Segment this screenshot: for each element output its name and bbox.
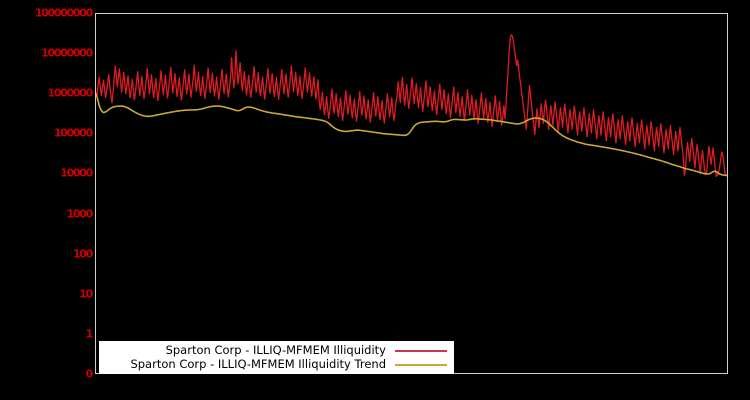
legend-entry-illiquidity[interactable]: Sparton Corp - ILLIQ-MFMEM Illiquidity [100, 344, 449, 358]
y-tick-label: 100000000 [34, 6, 93, 20]
legend-label-illiquidity-trend: Sparton Corp - ILLIQ-MFMEM Illiquidity T… [130, 357, 386, 371]
y-tick-label: 10000000 [41, 46, 93, 60]
legend-entry-illiquidity-trend[interactable]: Sparton Corp - ILLIQ-MFMEM Illiquidity T… [100, 358, 449, 372]
chart-legend[interactable]: Sparton Corp - ILLIQ-MFMEM Illiquidity S… [99, 341, 454, 374]
plot-svg [96, 14, 727, 373]
y-tick-label: 1000 [66, 207, 94, 221]
y-tick-label: 10000 [60, 166, 93, 180]
y-tick-label: 100000 [53, 126, 93, 140]
y-tick-label: 1000000 [47, 86, 94, 100]
plot-area [95, 13, 728, 374]
y-axis-tick-labels: 100000000 10000000 1000000 100000 10000 1000 1… [0, 0, 94, 400]
y-tick-label: 0 [85, 367, 94, 381]
series-line-illiquidity [96, 35, 727, 177]
legend-label-illiquidity: Sparton Corp - ILLIQ-MFMEM Illiquidity [165, 343, 386, 357]
legend-swatch-illiquidity [395, 349, 447, 352]
legend-swatch-illiquidity-trend [395, 363, 447, 366]
y-tick-label: 10 [79, 287, 93, 301]
y-tick-label: 1 [85, 327, 94, 341]
series-line-illiquidity-trend [96, 94, 727, 176]
y-tick-label: 100 [72, 247, 93, 261]
